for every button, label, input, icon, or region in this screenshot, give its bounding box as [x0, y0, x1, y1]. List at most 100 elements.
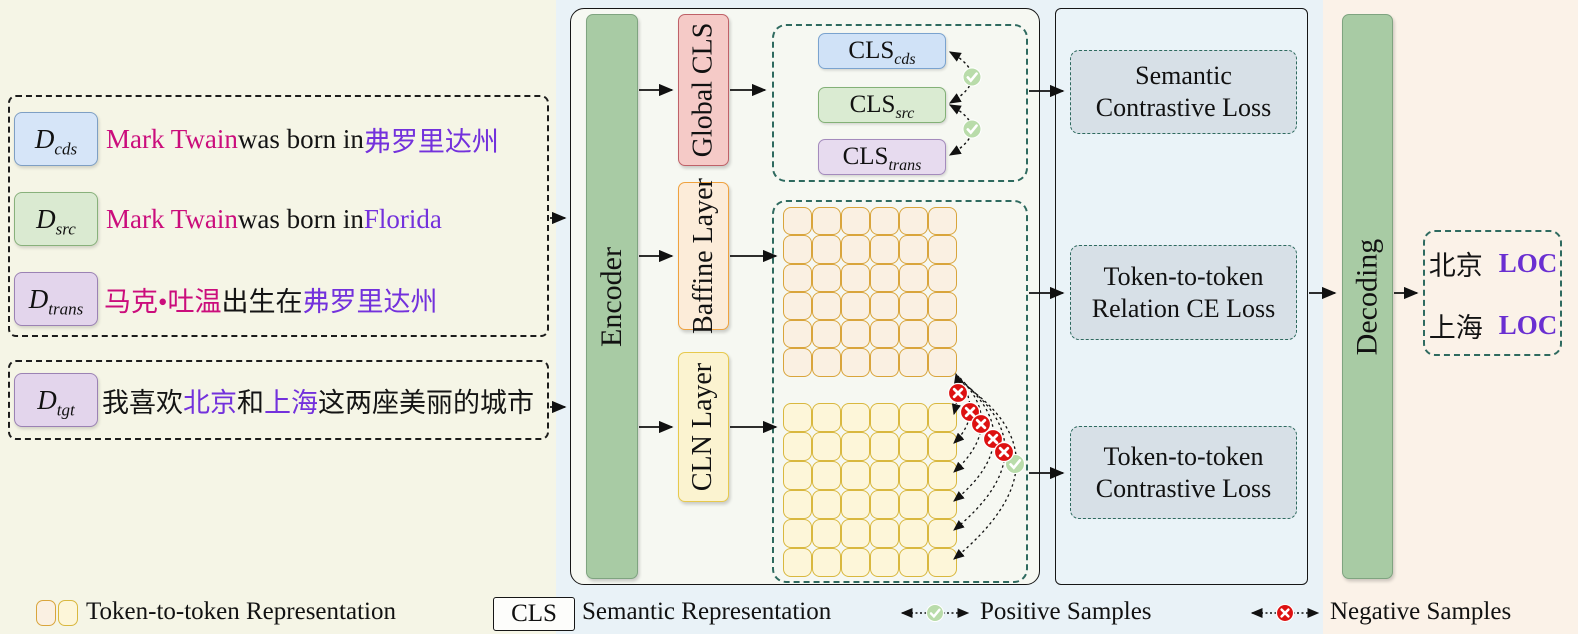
token-cell [899, 548, 928, 577]
legend-positive-samples: Positive Samples [980, 598, 1152, 625]
baffine-layer-block: Baffine Layer [678, 178, 729, 334]
token-cell [870, 320, 899, 349]
location-mention: 弗罗里达州 [302, 286, 438, 317]
d-trans-chip: Dtrans [14, 272, 98, 326]
token-cell [783, 403, 812, 432]
token-cell [812, 348, 841, 377]
d-tgt-label: Dtgt [37, 384, 75, 419]
location-mention: 北京 [183, 387, 237, 418]
token-cell [899, 263, 928, 292]
loss-line: Semantic [1135, 61, 1232, 91]
token-cell [870, 519, 899, 548]
d-cds-label: Dcds [34, 123, 78, 158]
plain-text: was born in [237, 203, 364, 234]
loss-line: Relation CE Loss [1091, 293, 1276, 323]
encoder-label: Encoder [595, 246, 629, 347]
token-cell [841, 348, 870, 377]
token-cell [812, 519, 841, 548]
entity-mention: Mark Twain [106, 203, 238, 234]
loss-line: Token-to-token [1103, 261, 1264, 291]
token-cell [783, 519, 812, 548]
token-cell [928, 348, 957, 377]
decoding-output-box [1423, 230, 1562, 356]
token-cell [783, 348, 812, 377]
token-cell [812, 235, 841, 264]
cls-cds-label: CLScds [848, 37, 916, 68]
location-mention: 弗罗里达州 [363, 126, 499, 157]
entity-row: 上海 LOC [1428, 305, 1558, 345]
entity-mention: 马克•吐温 [104, 286, 222, 317]
decoding-label: Decoding [1350, 238, 1384, 355]
legend-semantic-representation: Semantic Representation [582, 598, 832, 625]
token-representation-region [772, 200, 1028, 583]
token-cell [928, 291, 957, 321]
entity-text: 上海 [1428, 312, 1483, 343]
baffine-layer-label: Baffine Layer [687, 178, 719, 334]
token-cell [870, 348, 899, 377]
entity-type-loc: LOC [1498, 247, 1558, 278]
plain-text: 这两座美丽的城市 [318, 387, 534, 418]
token-cell [783, 320, 812, 349]
token-cell [928, 490, 957, 519]
token-cell [783, 490, 812, 519]
global-cls-label: Global CLS [687, 22, 719, 158]
token-cell [899, 291, 928, 321]
token-cell [841, 235, 870, 264]
document-text-cds: Mark Twain was born in 弗罗里达州 [106, 112, 499, 166]
cls-swatch-icon: CLS [493, 597, 575, 631]
token-cell [841, 519, 870, 548]
token-cell [899, 320, 928, 349]
token-cell [928, 207, 957, 236]
token-cell [870, 263, 899, 292]
token-cell [928, 235, 957, 264]
token-cell [928, 320, 957, 349]
plain-text: 和 [237, 387, 264, 418]
d-src-chip: Dsrc [14, 192, 98, 246]
token-cell [870, 548, 899, 577]
token-cell [812, 291, 841, 321]
token-cell [812, 432, 841, 461]
d-src-label: Dsrc [36, 203, 76, 238]
token-cell [870, 432, 899, 461]
entity-text: 北京 [1428, 250, 1483, 281]
token-cell [870, 461, 899, 490]
token-bottom-swatch-icon [58, 600, 78, 626]
document-text-trans: 马克•吐温 出生在 弗罗里达州 [104, 272, 437, 326]
location-mention: Florida [363, 203, 442, 234]
token-cell [870, 235, 899, 264]
token-cell [899, 432, 928, 461]
semantic-representation-region [772, 24, 1028, 182]
plain-text: 我喜欢 [102, 387, 183, 418]
token-cell [870, 490, 899, 519]
token-cell [899, 490, 928, 519]
loss-line: Contrastive Loss [1095, 93, 1272, 122]
cls-swatch-label: CLS [511, 600, 557, 627]
d-trans-label: Dtrans [28, 283, 84, 318]
token-cell [841, 490, 870, 519]
token-cell [812, 263, 841, 292]
token-cell [899, 461, 928, 490]
source-documents-group [8, 95, 549, 337]
location-mention: 上海 [264, 387, 318, 418]
token-cell [928, 263, 957, 292]
token-cell [899, 403, 928, 432]
token-grid-top [783, 207, 957, 377]
entity-mention: Mark Twain [106, 123, 238, 154]
global-cls-block: Global CLS [678, 14, 729, 166]
plain-text: was born in [237, 123, 364, 154]
cls-src-label: CLSsrc [849, 91, 915, 122]
token-cell [841, 291, 870, 321]
token-cell [841, 263, 870, 292]
token-cell [783, 207, 812, 236]
target-document-group [8, 360, 549, 440]
token-cell [928, 519, 957, 548]
token-cell [841, 207, 870, 236]
token-cell [841, 548, 870, 577]
token-cell [899, 207, 928, 236]
document-text-tgt: 我喜欢 北京和上海 这两座美丽的城市 [102, 373, 534, 427]
loss-line: Contrastive Loss [1095, 473, 1272, 503]
document-text-src: Mark Twain was born in Florida [106, 192, 442, 246]
cls-src-chip: CLSsrc [818, 87, 946, 123]
legend-negative-samples: Negative Samples [1330, 598, 1512, 625]
